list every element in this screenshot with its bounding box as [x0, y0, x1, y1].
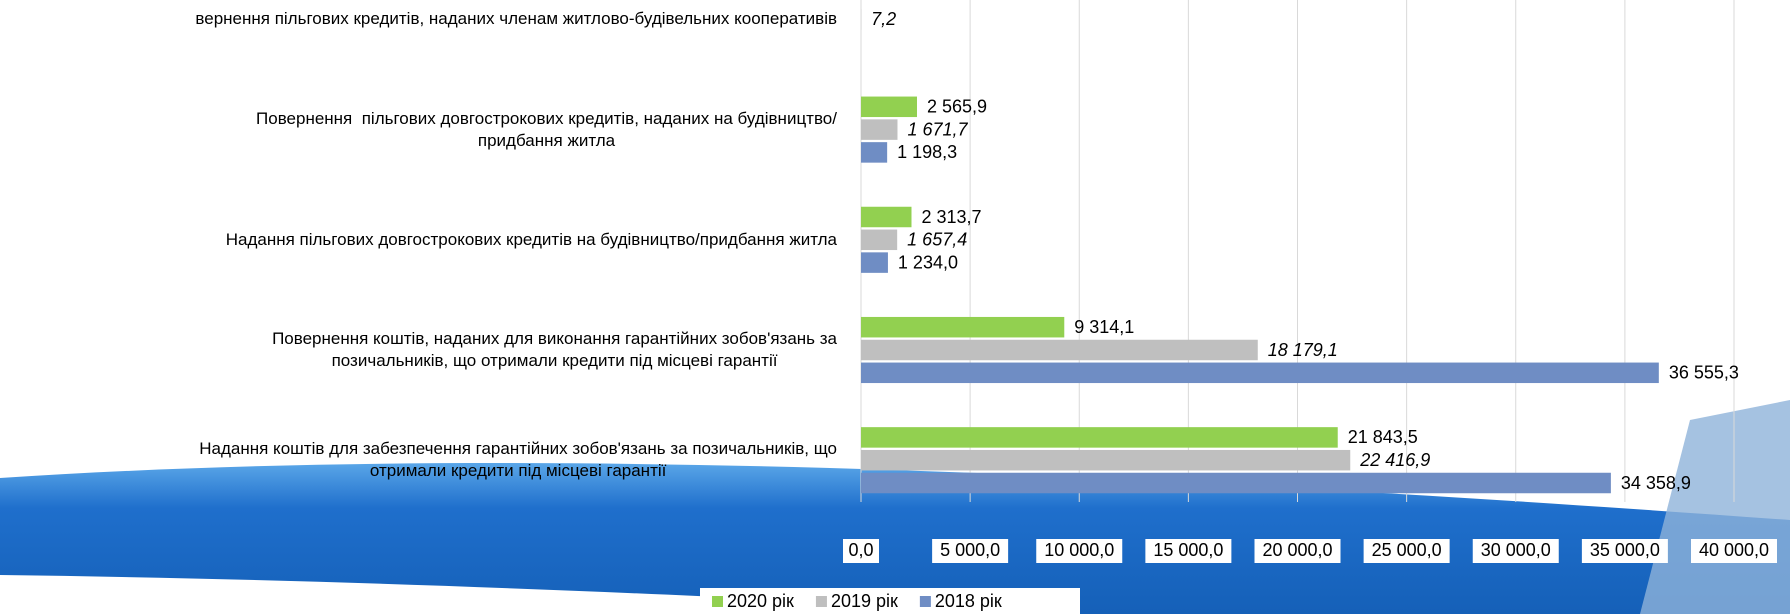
- value-label: 1 671,7: [907, 119, 968, 139]
- legend-box: [700, 588, 1080, 614]
- x-tick-label: 40 000,0: [1699, 540, 1769, 560]
- bar: [861, 427, 1338, 448]
- tick-label-bg: [1691, 539, 1777, 563]
- bar: [861, 362, 1659, 384]
- value-label: 21 843,5: [1348, 427, 1418, 447]
- value-label: 18 179,1: [1268, 340, 1338, 360]
- tick-label-bg: [1036, 539, 1123, 563]
- bar: [861, 252, 888, 273]
- value-label: 1 657,4: [907, 230, 967, 250]
- tick-label-bg: [932, 539, 1009, 563]
- x-tick-label: 10 000,0: [1044, 540, 1114, 560]
- bar: [861, 449, 1351, 471]
- category-label: Надання коштів для забезпечення гарантій…: [199, 439, 837, 481]
- bar: [861, 206, 912, 228]
- tick-label-bg: [1472, 539, 1559, 563]
- bar: [861, 316, 1065, 338]
- decor-corner: [1640, 400, 1790, 614]
- legend-swatch: [815, 596, 827, 607]
- bar: [861, 339, 1258, 361]
- tick-label-bg: [1363, 539, 1450, 563]
- tick-label-bg: [1254, 539, 1341, 563]
- value-label: 1 234,0: [898, 252, 958, 272]
- value-label: 7,2: [871, 9, 896, 29]
- value-label: 34 358,9: [1621, 473, 1691, 493]
- category-label: Надання пільгових довгострокових кредиті…: [225, 229, 837, 249]
- category-label: Повернення пільгових довгострокових кред…: [256, 108, 837, 150]
- x-tick-label: 15 000,0: [1153, 540, 1223, 560]
- value-label: 9 314,1: [1074, 317, 1134, 337]
- x-tick-label: 20 000,0: [1262, 540, 1332, 560]
- value-label: 2 313,7: [921, 207, 981, 227]
- legend-swatch: [712, 596, 723, 607]
- decor-swoosh: [0, 463, 1790, 614]
- category-label: вернення пільгових кредитів, наданих чле…: [195, 9, 837, 29]
- bar: [861, 229, 898, 251]
- bar: [861, 96, 918, 118]
- bar: [861, 142, 888, 163]
- category-label: Повернення коштів, наданих для виконання…: [272, 329, 837, 370]
- value-label: 36 555,3: [1669, 363, 1739, 383]
- legend-label: 2020 рік: [727, 591, 794, 611]
- x-tick-label: 25 000,0: [1372, 540, 1442, 560]
- legend-swatch: [919, 596, 931, 607]
- x-tick-label: 5 000,0: [940, 540, 1000, 560]
- legend-label: 2018 рік: [935, 591, 1002, 611]
- legend-label: 2019 рік: [831, 591, 898, 611]
- x-tick-label: 0,0: [848, 540, 873, 560]
- value-label: 2 565,9: [927, 97, 987, 117]
- value-label: 22 416,9: [1359, 450, 1430, 470]
- bar: [861, 472, 1611, 494]
- bar: [861, 119, 898, 140]
- tick-label-bg: [1145, 539, 1232, 563]
- x-tick-label: 30 000,0: [1481, 540, 1551, 560]
- value-label: 1 198,3: [897, 142, 957, 162]
- x-tick-label: 35 000,0: [1590, 540, 1660, 560]
- tick-label-bg: [1581, 539, 1668, 563]
- tick-label-bg: [843, 539, 879, 563]
